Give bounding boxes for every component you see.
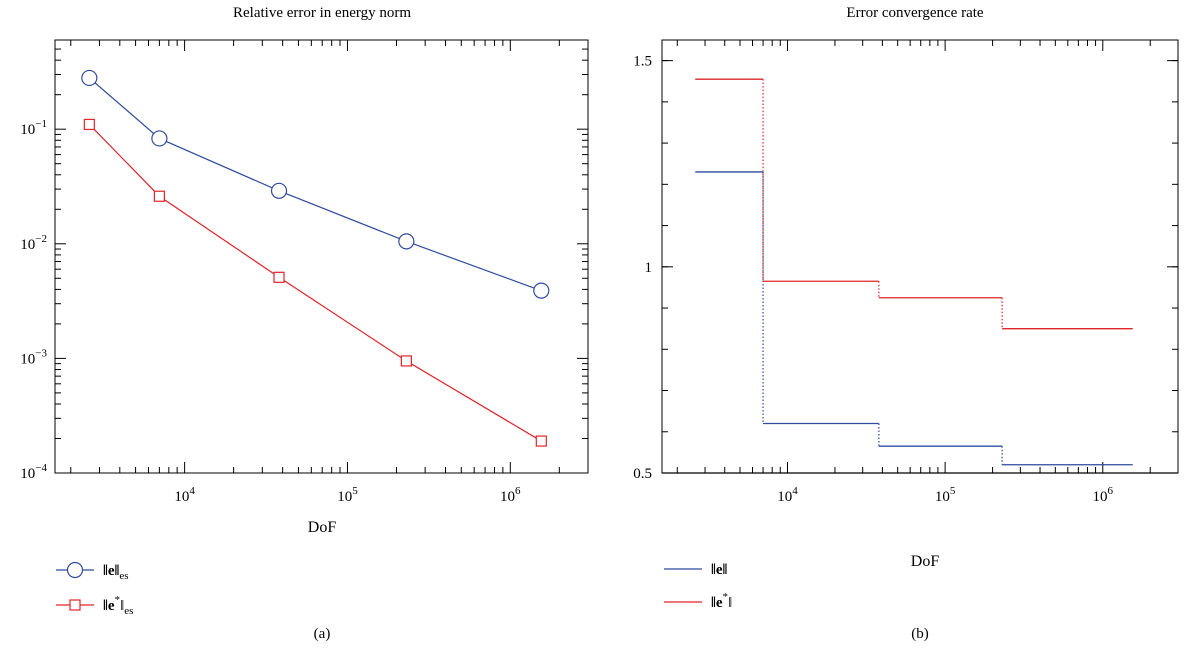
data-point-square xyxy=(153,190,165,202)
chart-a-caption: (a) xyxy=(314,626,331,642)
data-point-square xyxy=(83,118,95,131)
data-point-circle xyxy=(270,182,288,199)
legend-marker-circle xyxy=(66,561,84,579)
y-tick-label: 1.5 xyxy=(633,54,652,70)
x-tick-label: 106 xyxy=(500,485,521,505)
data-point-circle xyxy=(398,233,415,250)
chart-a-series xyxy=(81,69,550,447)
chart-a-plot-frame xyxy=(54,39,589,474)
legend-label: ‖e*‖es xyxy=(103,594,133,617)
y-tick-label-base: 10 xyxy=(20,237,35,253)
legend-marker-square xyxy=(69,599,81,611)
legend-label-label_main: ‖e‖ xyxy=(711,562,728,578)
chart-b-y-tick-labels: 1.5 1 0.5 xyxy=(633,54,652,482)
x-tick-label-base: 10 xyxy=(174,489,189,505)
x-tick-label-exp: 6 xyxy=(515,485,521,497)
y-tick-label: 1 xyxy=(645,260,653,276)
chart-b-ticks xyxy=(662,40,1179,474)
data-point-square xyxy=(273,271,285,283)
chart-b-legend: ‖e‖‖e*‖ xyxy=(664,562,732,611)
legend-label-label_main: ‖e‖ xyxy=(103,563,120,579)
legend-label: ‖e‖es xyxy=(103,563,129,582)
legend-label-label_sub: es xyxy=(124,605,133,617)
y-tick-label: 10−2 xyxy=(20,233,47,253)
x-tick-label: 104 xyxy=(174,485,195,505)
x-tick-label-exp: 5 xyxy=(950,485,956,497)
x-tick-label: 105 xyxy=(935,485,956,505)
x-tick-label: 105 xyxy=(337,485,358,505)
data-point-circle xyxy=(533,282,550,299)
x-tick-label: 104 xyxy=(777,485,798,505)
chart-panel-a: Relative error in energy norm 104 105 106 … xyxy=(20,5,589,642)
x-tick-label-exp: 6 xyxy=(1108,485,1114,497)
chart-b-title: Error convergence rate xyxy=(846,5,983,21)
chart-a-legend: ‖e‖es‖e*‖es xyxy=(56,561,133,617)
data-point-square xyxy=(535,435,547,447)
legend-label: ‖e*‖ xyxy=(711,591,732,611)
chart-b-x-tick-labels: 104 105 106 xyxy=(777,485,1113,505)
x-tick-label-base: 10 xyxy=(500,489,515,505)
legend-label-label_sup: * xyxy=(723,591,729,603)
chart-a-x-axis-label: DoF xyxy=(308,519,337,536)
y-tick-label: 0.5 xyxy=(633,466,652,482)
chart-a-title: Relative error in energy norm xyxy=(233,5,411,21)
legend-label-label_sup: * xyxy=(115,594,121,606)
y-tick-label-base: 10 xyxy=(20,466,35,482)
chart-a-x-tick-labels: 104 105 106 xyxy=(174,485,521,505)
legend-label-label_main: ‖e xyxy=(103,598,115,614)
legend-label-label_sub: es xyxy=(119,570,128,582)
chart-b-x-axis-label: DoF xyxy=(911,553,940,570)
y-tick-label-exp: −4 xyxy=(35,462,47,474)
x-tick-label: 106 xyxy=(1093,485,1114,505)
legend-label-label_main: ‖e xyxy=(711,595,723,611)
y-tick-label: 10−3 xyxy=(20,347,47,367)
y-tick-label: 10−1 xyxy=(20,118,47,138)
legend-label-label_end: ‖ xyxy=(728,595,732,611)
chart-b-plot-frame xyxy=(661,39,1179,474)
data-point-circle xyxy=(81,69,98,87)
y-tick-label: 10−4 xyxy=(20,462,47,482)
x-tick-label-base: 10 xyxy=(1093,489,1108,505)
data-point-circle xyxy=(151,130,168,147)
y-tick-label-exp: −3 xyxy=(35,347,47,359)
series-line-0 xyxy=(88,77,542,292)
x-tick-label-exp: 5 xyxy=(352,485,358,497)
chart-b-series xyxy=(695,78,1133,466)
series-line-1 xyxy=(88,124,542,442)
x-tick-label-base: 10 xyxy=(777,489,792,505)
chart-panel-b: Error convergence rate 104 105 106 1.510.5… xyxy=(633,5,1179,642)
x-tick-label-exp: 4 xyxy=(189,485,195,497)
data-point-square xyxy=(400,355,412,367)
legend-label: ‖e‖ xyxy=(711,562,728,578)
y-tick-label-exp: −1 xyxy=(35,118,47,130)
y-tick-label-base: 10 xyxy=(20,351,35,367)
x-tick-label-base: 10 xyxy=(935,489,950,505)
x-tick-label-base: 10 xyxy=(337,489,352,505)
legend-label-label_end: ‖ xyxy=(120,598,124,614)
chart-a-ticks xyxy=(55,40,589,474)
y-tick-label-exp: −2 xyxy=(35,233,47,245)
chart-a-y-tick-labels: 10−110−210−310−4 xyxy=(20,118,47,482)
y-tick-label-base: 10 xyxy=(20,122,35,138)
chart-b-caption: (b) xyxy=(911,626,929,642)
x-tick-label-exp: 4 xyxy=(792,485,798,497)
